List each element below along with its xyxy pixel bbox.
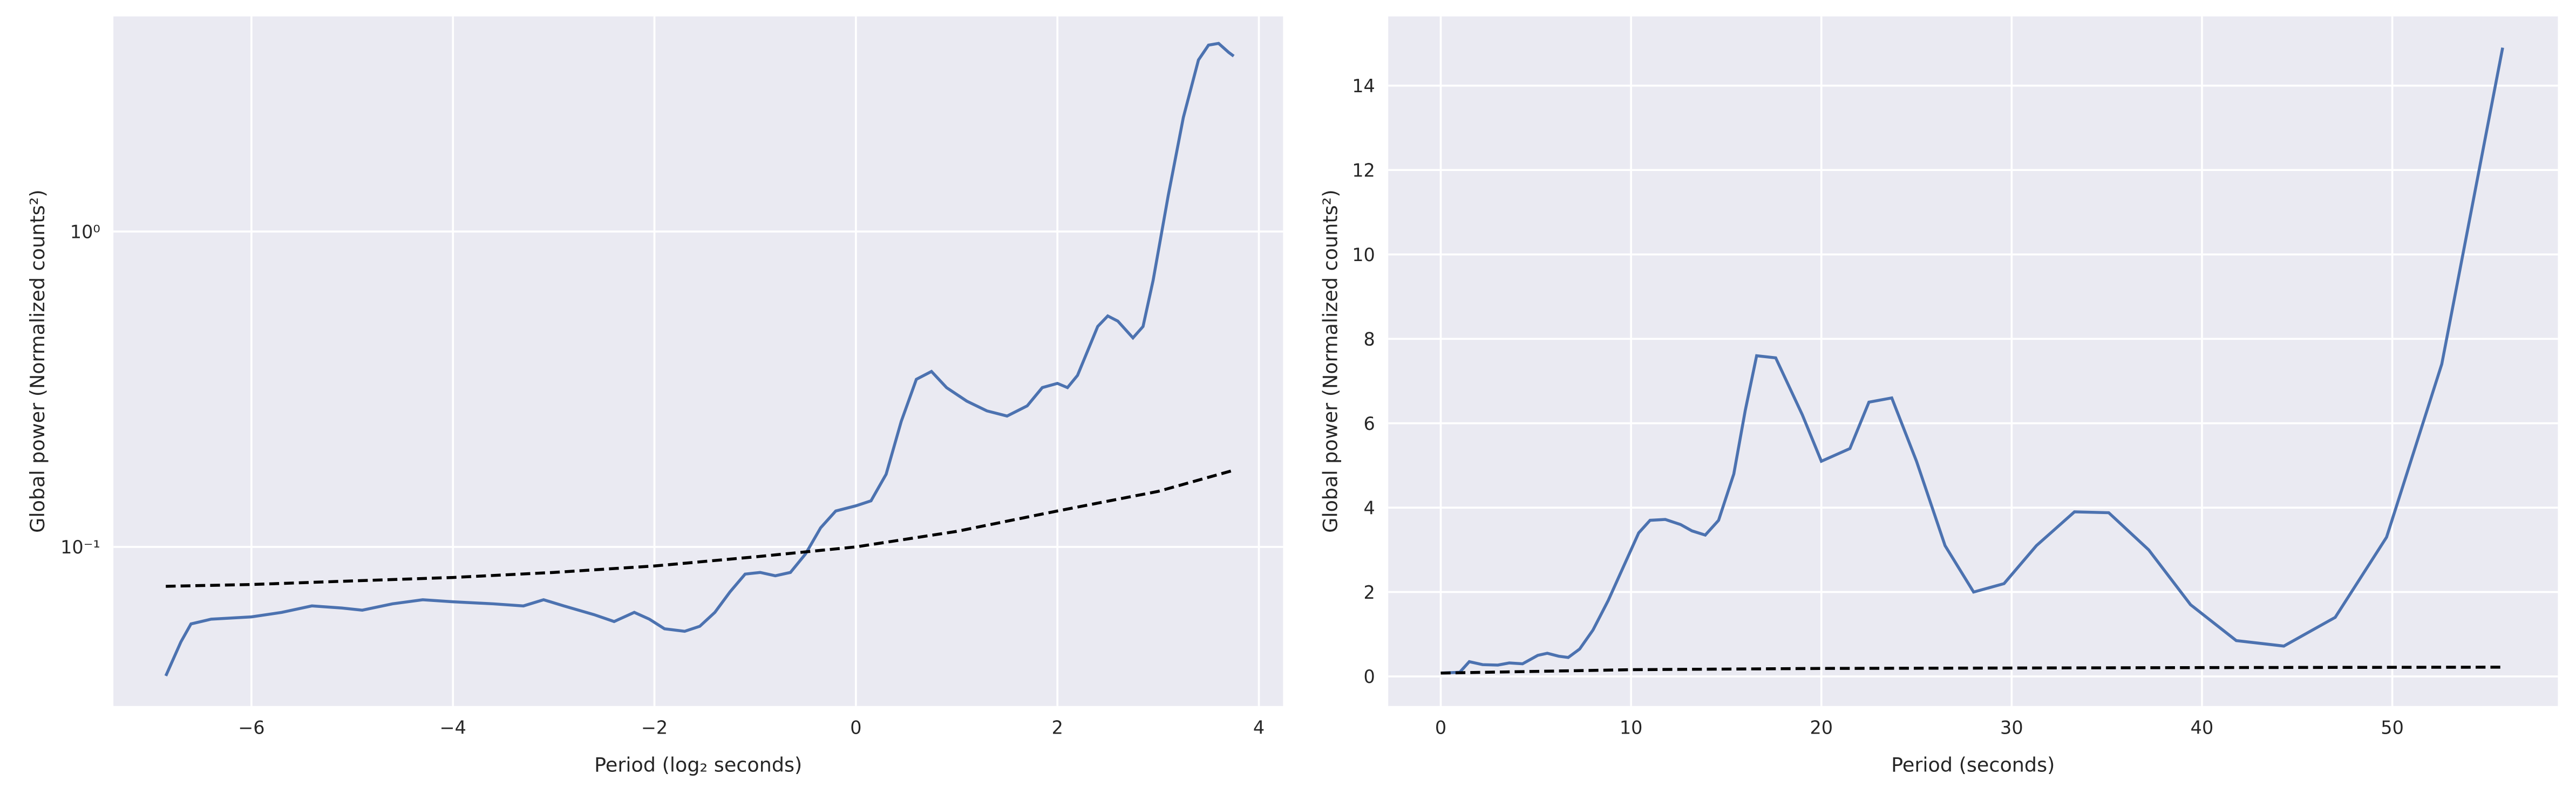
y-tick-label: 10⁰ — [70, 221, 100, 242]
x-tick-label: −4 — [440, 717, 466, 738]
x-axis-label: Period (log₂ seconds) — [594, 754, 802, 777]
data-line — [1440, 47, 2504, 675]
y-tick-label: 4 — [1364, 497, 1375, 518]
x-tick-label: 10 — [1620, 717, 1643, 738]
x-tick-label: 0 — [850, 717, 861, 738]
y-tick-label: 12 — [1352, 160, 1375, 181]
x-tick-label: 20 — [1810, 717, 1833, 738]
x-tick-label: 2 — [1052, 717, 1063, 738]
y-axis-label: Global power (Normalized counts²) — [26, 189, 49, 532]
y-tick-label: 14 — [1352, 76, 1375, 97]
data-line — [1440, 666, 2503, 675]
x-tick-label: 4 — [1253, 717, 1265, 738]
x-tick-label: −6 — [238, 717, 264, 738]
data-line — [166, 469, 1234, 588]
plot-background — [113, 16, 1283, 706]
y-axis-label: Global power (Normalized counts²) — [1319, 189, 1342, 532]
data-line — [164, 42, 1235, 677]
x-tick-label: 40 — [2191, 717, 2214, 738]
x-tick-label: −2 — [641, 717, 668, 738]
plot-background — [1388, 16, 2558, 706]
y-tick-label: 2 — [1364, 582, 1375, 603]
y-tick-label: 0 — [1364, 666, 1375, 687]
x-tick-label: 50 — [2381, 717, 2404, 738]
y-tick-label: 10⁻¹ — [60, 537, 100, 558]
x-tick-label: 30 — [2000, 717, 2023, 738]
y-tick-label: 10 — [1352, 244, 1375, 265]
y-tick-label: 8 — [1364, 328, 1375, 350]
x-tick-label: 0 — [1435, 717, 1446, 738]
y-tick-label: 6 — [1364, 413, 1375, 434]
x-axis-label: Period (seconds) — [1891, 754, 2055, 777]
